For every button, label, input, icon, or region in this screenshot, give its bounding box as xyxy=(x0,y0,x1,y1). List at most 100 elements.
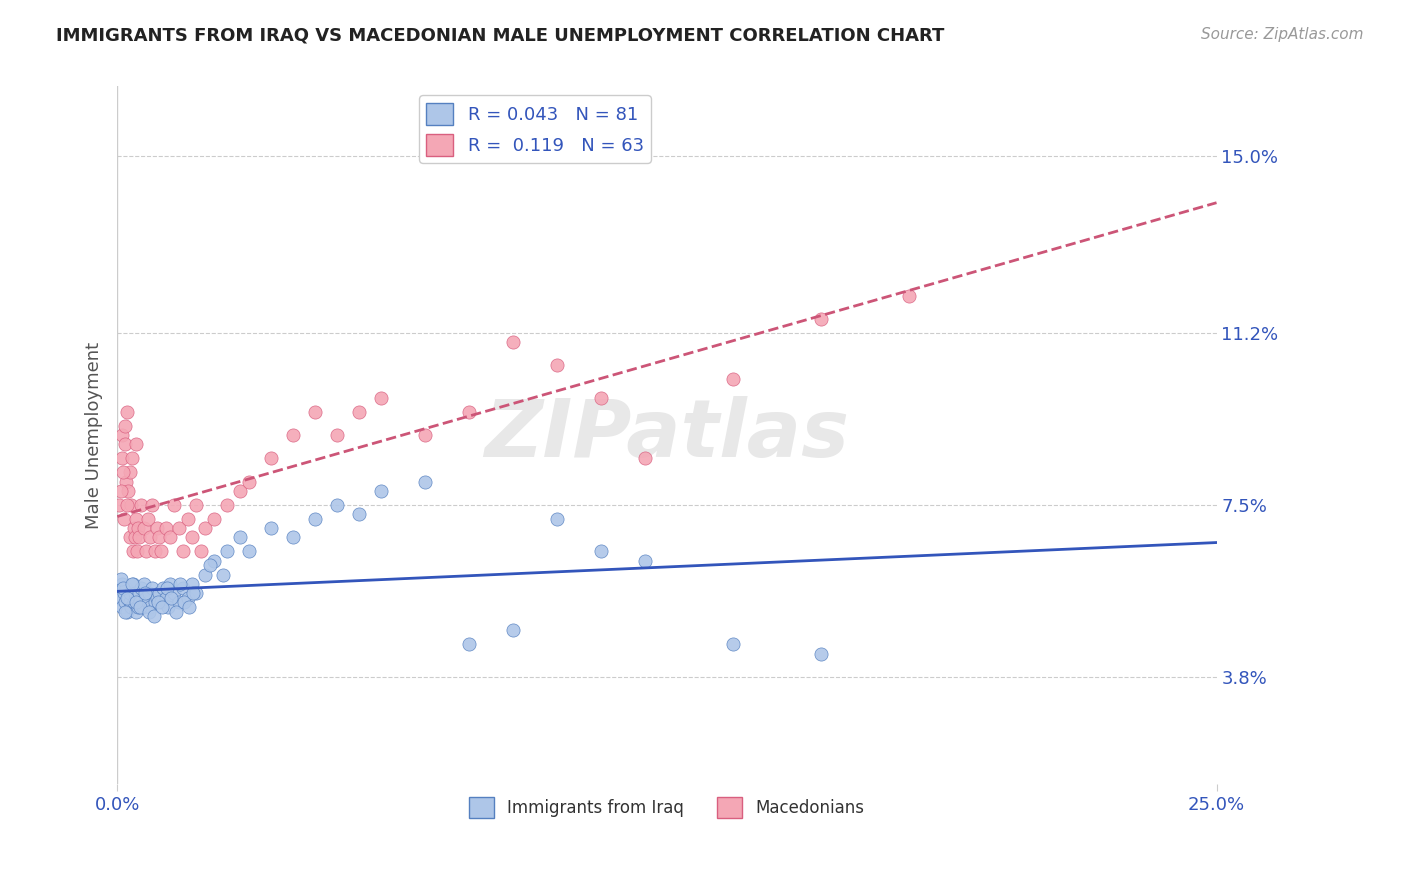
Y-axis label: Male Unemployment: Male Unemployment xyxy=(86,342,103,529)
Point xyxy=(120,600,142,615)
Point xyxy=(260,521,283,535)
Point xyxy=(502,334,524,349)
Point xyxy=(159,530,181,544)
Point xyxy=(167,521,190,535)
Point xyxy=(120,586,142,600)
Point xyxy=(129,600,152,615)
Point xyxy=(176,591,198,605)
Point xyxy=(114,595,136,609)
Point xyxy=(127,521,149,535)
Point xyxy=(111,428,134,442)
Point xyxy=(458,405,481,419)
Point xyxy=(150,544,173,558)
Point xyxy=(589,391,612,405)
Point xyxy=(145,521,167,535)
Point xyxy=(132,577,155,591)
Point xyxy=(124,605,146,619)
Point xyxy=(117,591,139,605)
Point xyxy=(120,498,142,512)
Point xyxy=(190,544,212,558)
Point xyxy=(131,582,153,596)
Point xyxy=(156,600,179,615)
Point xyxy=(217,498,239,512)
Point xyxy=(155,521,177,535)
Point xyxy=(326,498,349,512)
Point xyxy=(458,637,481,651)
Point xyxy=(142,609,165,624)
Point xyxy=(132,521,155,535)
Point xyxy=(186,498,208,512)
Point xyxy=(124,586,146,600)
Point xyxy=(186,586,208,600)
Point xyxy=(115,582,138,596)
Point xyxy=(810,311,832,326)
Text: ZIPatlas: ZIPatlas xyxy=(484,396,849,474)
Point xyxy=(110,572,132,586)
Point xyxy=(810,647,832,661)
Point xyxy=(181,530,204,544)
Point xyxy=(135,591,157,605)
Point xyxy=(163,586,186,600)
Point xyxy=(304,405,326,419)
Point xyxy=(114,437,136,451)
Point xyxy=(347,507,370,521)
Point xyxy=(112,512,135,526)
Point xyxy=(146,595,169,609)
Point xyxy=(281,530,304,544)
Point xyxy=(897,288,920,302)
Point xyxy=(131,498,153,512)
Point xyxy=(634,553,657,567)
Point xyxy=(260,451,283,466)
Point xyxy=(169,577,191,591)
Point xyxy=(138,586,160,600)
Point xyxy=(128,530,150,544)
Point xyxy=(141,582,163,596)
Point xyxy=(120,530,142,544)
Point xyxy=(125,591,148,605)
Point xyxy=(114,418,136,433)
Point xyxy=(129,595,152,609)
Point xyxy=(134,586,156,600)
Point xyxy=(136,512,159,526)
Point xyxy=(326,428,349,442)
Point xyxy=(111,465,134,479)
Point xyxy=(110,451,132,466)
Point xyxy=(139,530,162,544)
Point xyxy=(121,577,143,591)
Point xyxy=(112,586,135,600)
Point xyxy=(176,512,198,526)
Point xyxy=(117,498,139,512)
Point xyxy=(111,582,134,596)
Point xyxy=(229,483,252,498)
Point xyxy=(211,567,233,582)
Text: Source: ZipAtlas.com: Source: ZipAtlas.com xyxy=(1201,27,1364,42)
Point xyxy=(370,483,392,498)
Point xyxy=(118,595,141,609)
Point xyxy=(172,582,194,596)
Point xyxy=(238,544,260,558)
Point xyxy=(143,544,166,558)
Point xyxy=(156,582,179,596)
Point xyxy=(114,605,136,619)
Point xyxy=(124,530,146,544)
Point xyxy=(152,582,174,596)
Point xyxy=(155,591,177,605)
Point xyxy=(122,521,145,535)
Point xyxy=(202,512,225,526)
Point xyxy=(127,600,149,615)
Point xyxy=(110,483,132,498)
Point xyxy=(111,600,134,615)
Point xyxy=(167,595,190,609)
Point xyxy=(125,595,148,609)
Point xyxy=(634,451,657,466)
Point xyxy=(141,498,163,512)
Point xyxy=(160,591,183,605)
Point xyxy=(721,372,744,386)
Point xyxy=(181,577,204,591)
Point xyxy=(202,553,225,567)
Point xyxy=(122,595,145,609)
Point xyxy=(115,475,138,489)
Point xyxy=(181,586,204,600)
Text: IMMIGRANTS FROM IRAQ VS MACEDONIAN MALE UNEMPLOYMENT CORRELATION CHART: IMMIGRANTS FROM IRAQ VS MACEDONIAN MALE … xyxy=(56,27,945,45)
Point xyxy=(108,498,131,512)
